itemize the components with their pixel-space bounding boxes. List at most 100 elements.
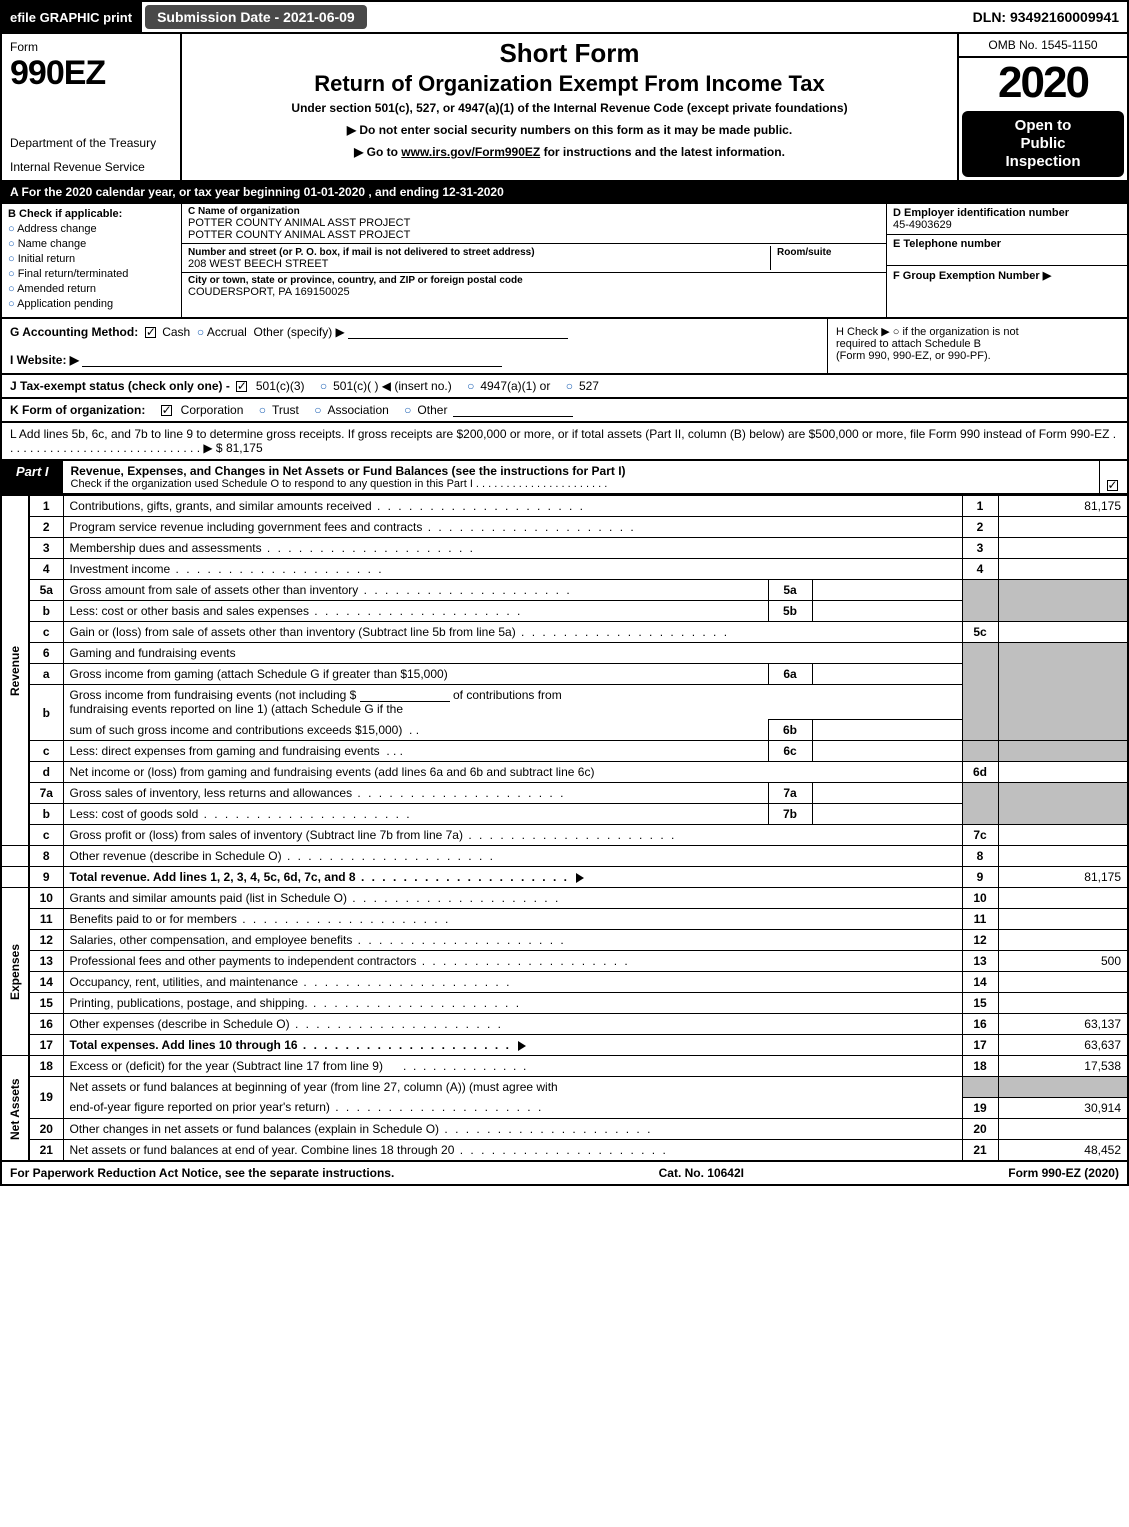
chk-501c[interactable]: ○ [320, 379, 327, 393]
chk-amended-return[interactable]: Amended return [8, 283, 175, 295]
line-7b-desc: Less: cost of goods sold [70, 807, 412, 821]
section-h: H Check ▶ ○ if the organization is not r… [827, 319, 1127, 373]
numcol-9: 9 [962, 867, 998, 888]
line-15-desc: Printing, publications, postage, and shi… [70, 996, 522, 1010]
line-6b2: of contributions from [453, 688, 562, 702]
chk-cash[interactable] [145, 327, 156, 338]
chk-application-pending[interactable]: Application pending [8, 298, 175, 310]
chk-4947[interactable]: ○ [467, 379, 474, 393]
chk-527[interactable]: ○ [566, 379, 573, 393]
numcol-3: 3 [962, 538, 998, 559]
numcol-11: 11 [962, 909, 998, 930]
subval-5a [812, 580, 962, 601]
grey-7-val [998, 783, 1128, 825]
numcol-6d: 6d [962, 762, 998, 783]
lnum-15: 15 [29, 993, 63, 1014]
lnum-9: 9 [29, 867, 63, 888]
lnum-5b: b [29, 601, 63, 622]
website-line[interactable] [82, 353, 502, 367]
footer-mid: Cat. No. 10642I [659, 1166, 744, 1180]
part1-header: Part I Revenue, Expenses, and Changes in… [0, 461, 1129, 495]
h-line-1: H Check ▶ ○ if the organization is not [836, 325, 1119, 338]
line-5b-desc: Less: cost or other basis and sales expe… [70, 604, 523, 618]
lnum-6b: b [29, 685, 63, 741]
lnum-19: 19 [29, 1077, 63, 1119]
line-4-desc: Investment income [70, 562, 384, 576]
j-opt4: 527 [579, 379, 599, 393]
tel-value [893, 250, 1121, 262]
subval-7a [812, 783, 962, 804]
i-row: I Website: ▶ [10, 353, 819, 367]
val-16: 63,137 [998, 1014, 1128, 1035]
lnum-3: 3 [29, 538, 63, 559]
subval-6c [812, 741, 962, 762]
cash-label: Cash [162, 325, 190, 339]
org-name-1: POTTER COUNTY ANIMAL ASST PROJECT [188, 217, 880, 229]
line-6b-amount[interactable] [360, 688, 450, 702]
subnum-6b: 6b [768, 720, 812, 741]
val-1: 81,175 [998, 496, 1128, 517]
line-16-desc: Other expenses (describe in Schedule O) [70, 1017, 503, 1031]
chk-trust[interactable]: ○ [259, 403, 266, 417]
line-6b-row1: Gross income from fundraising events (no… [63, 685, 962, 720]
val-17: 63,637 [998, 1035, 1128, 1056]
subnum-6c: 6c [768, 741, 812, 762]
chk-initial-return[interactable]: Initial return [8, 253, 175, 265]
chk-accrual[interactable]: ○ [197, 325, 204, 339]
lnum-10: 10 [29, 888, 63, 909]
lnum-14: 14 [29, 972, 63, 993]
numcol-17: 17 [962, 1035, 998, 1056]
part1-title-text: Revenue, Expenses, and Changes in Net As… [71, 464, 626, 478]
grey-5ab [962, 580, 998, 622]
goto-post: for instructions and the latest informat… [540, 145, 785, 159]
h-line-2: required to attach Schedule B [836, 338, 1119, 350]
open-line-1: Open to [966, 117, 1120, 135]
grey-6 [962, 643, 998, 741]
chk-501c3[interactable] [236, 381, 247, 392]
k-opt1: Corporation [181, 403, 244, 417]
numcol-15: 15 [962, 993, 998, 1014]
chk-address-change[interactable]: Address change [8, 223, 175, 235]
chk-corporation[interactable] [161, 405, 172, 416]
arrow-icon-2 [518, 1041, 526, 1051]
irs-link[interactable]: www.irs.gov/Form990EZ [401, 145, 540, 159]
chk-name-change[interactable]: Name change [8, 238, 175, 250]
line-14-desc: Occupancy, rent, utilities, and maintena… [70, 975, 512, 989]
b-title: B Check if applicable: [8, 208, 175, 220]
header-left: Form 990EZ Department of the Treasury In… [2, 34, 182, 180]
line-3-desc: Membership dues and assessments [70, 541, 475, 555]
val-3 [998, 538, 1128, 559]
val-4 [998, 559, 1128, 580]
section-b: B Check if applicable: Address change Na… [2, 204, 182, 317]
numcol-7c: 7c [962, 825, 998, 846]
other-org-line[interactable] [453, 403, 573, 417]
numcol-5c: 5c [962, 622, 998, 643]
form-number: 990EZ [10, 54, 172, 93]
lnum-8: 8 [29, 846, 63, 867]
numcol-21: 21 [962, 1139, 998, 1161]
grey-7 [962, 783, 998, 825]
grey-6-val [998, 643, 1128, 741]
efile-label[interactable]: efile GRAPHIC print [2, 2, 142, 32]
chk-final-return[interactable]: Final return/terminated [8, 268, 175, 280]
l-row: L Add lines 5b, 6c, and 7b to line 9 to … [0, 423, 1129, 461]
under-section: Under section 501(c), 527, or 4947(a)(1)… [190, 101, 949, 115]
numcol-20: 20 [962, 1118, 998, 1139]
ein-label: D Employer identification number [893, 207, 1121, 219]
other-specify-line[interactable] [348, 325, 568, 339]
footer-right: Form 990-EZ (2020) [1008, 1166, 1119, 1180]
line-6b1: Gross income from fundraising events (no… [70, 688, 357, 702]
no-ssn-note: ▶ Do not enter social security numbers o… [190, 123, 949, 137]
accrual-label: Accrual [207, 325, 247, 339]
chk-association[interactable]: ○ [314, 403, 321, 417]
val-19: 30,914 [998, 1097, 1128, 1118]
header-right: OMB No. 1545-1150 2020 Open to Public In… [957, 34, 1127, 180]
grey-19-val [998, 1077, 1128, 1098]
lnum-1: 1 [29, 496, 63, 517]
k-row: K Form of organization: Corporation ○ Tr… [0, 399, 1129, 423]
goto-pre: ▶ Go to [354, 145, 401, 159]
chk-other-org[interactable]: ○ [404, 403, 411, 417]
part1-schedule-o-check[interactable] [1099, 461, 1127, 493]
section-def: D Employer identification number 45-4903… [887, 204, 1127, 317]
open-line-2: Public [966, 135, 1120, 153]
